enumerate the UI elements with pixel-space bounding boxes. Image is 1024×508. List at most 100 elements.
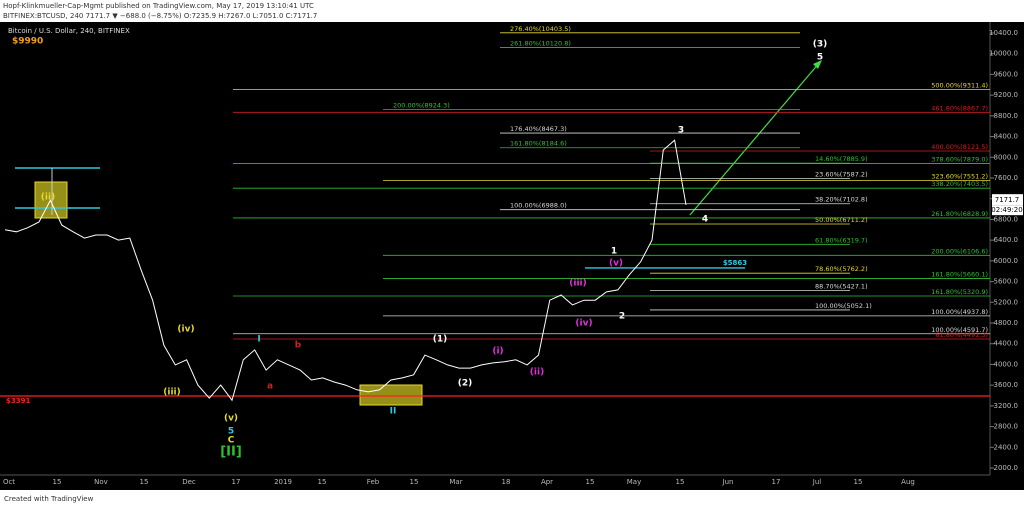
y-tick-label: 8800.0 xyxy=(994,112,1019,120)
y-tick-label: 3600.0 xyxy=(994,381,1019,389)
y-tick-label: 9200.0 xyxy=(994,91,1019,99)
chart-title: Bitcoin / U.S. Dollar, 240, BITFINEX xyxy=(8,27,130,35)
x-tick-label: 15 xyxy=(676,478,685,486)
x-tick-label: Jul xyxy=(812,478,822,486)
y-tick-label: 8400.0 xyxy=(994,133,1019,141)
wave-label: 5 xyxy=(228,427,234,437)
y-tick-label: 5200.0 xyxy=(994,298,1019,306)
wave-label: (i) xyxy=(492,347,503,357)
y-tick-label: 2000.0 xyxy=(994,464,1019,472)
y-tick-label: 6000.0 xyxy=(994,257,1019,265)
x-tick-label: Nov xyxy=(94,478,108,486)
wave-box xyxy=(359,384,423,406)
wave-label: I xyxy=(257,335,260,345)
x-tick-label: Dec xyxy=(182,478,196,486)
chart-area xyxy=(0,22,1024,490)
wave-label: (1) xyxy=(433,335,448,345)
footer: Created with TradingView xyxy=(4,495,94,503)
fib-label: 338.20%(7403.5) xyxy=(931,180,988,188)
wave-box xyxy=(34,181,68,219)
fib-label: 100.00%(4937.8) xyxy=(931,308,988,316)
wave-label: C xyxy=(228,436,235,446)
wave-label: II xyxy=(390,407,397,417)
fib-label: 78.60%(5762.2) xyxy=(815,265,868,273)
y-tick-label: 3200.0 xyxy=(994,402,1019,410)
x-tick-label: 2019 xyxy=(274,478,292,486)
wave-label: (2) xyxy=(458,379,473,389)
x-tick-label: Jun xyxy=(722,478,734,486)
wave-label: a xyxy=(267,382,273,392)
fib-label: 23.60%(7587.2) xyxy=(815,171,868,179)
x-tick-label: 15 xyxy=(410,478,419,486)
x-tick-label: 15 xyxy=(318,478,327,486)
wave-label: 4 xyxy=(702,215,708,225)
quote: BITFINEX:BTCUSD, 240 7171.7 ▼ −688.0 (−8… xyxy=(3,12,317,20)
x-tick-label: Mar xyxy=(449,478,462,486)
last-price: 7171.7 xyxy=(995,196,1020,204)
footer-bar xyxy=(0,490,1024,508)
fib-label: 261.80%(10120.8) xyxy=(510,39,571,47)
wave-label: (iv) xyxy=(575,319,592,329)
wave-label: 2 xyxy=(619,312,625,322)
y-tick-label: 2800.0 xyxy=(994,423,1019,431)
countdown: 02:49:20 xyxy=(991,206,1022,214)
fib-label: 200.00%(6106.6) xyxy=(931,247,988,255)
x-tick-label: May xyxy=(627,478,641,486)
x-tick-label: Aug xyxy=(901,478,915,486)
wave-label: (iii) xyxy=(163,388,180,398)
header-bar xyxy=(0,0,1024,22)
fib-label: 461.80%(8867.7) xyxy=(931,104,988,112)
wave-label: (v) xyxy=(609,259,623,269)
fib-label: 100.00%(6988.0) xyxy=(510,202,567,210)
fib-label: 50.00%(6711.2) xyxy=(815,216,868,224)
y-tick-label: 4800.0 xyxy=(994,319,1019,327)
y-tick-label: 10000.0 xyxy=(989,50,1018,58)
x-tick-label: 18 xyxy=(502,478,511,486)
level-label: $5863 xyxy=(723,259,747,267)
x-tick-label: Feb xyxy=(367,478,380,486)
fib-label: 161.80%(5660.1) xyxy=(931,270,988,278)
countdown-tag xyxy=(992,205,1023,216)
y-tick-label: 7600.0 xyxy=(994,174,1019,182)
x-tick-label: Oct xyxy=(3,478,15,486)
wave-label: (iv) xyxy=(177,325,194,335)
fib-label: 88.70%(5427.1) xyxy=(815,283,868,291)
wave-label: (ii) xyxy=(530,368,544,378)
wave-label: b xyxy=(295,341,302,351)
fib-label: 61.80%(6319.7) xyxy=(815,236,868,244)
last-price-tag xyxy=(992,194,1023,206)
y-tick-label: 6800.0 xyxy=(994,215,1019,223)
y-tick-label: 4000.0 xyxy=(994,360,1019,368)
fib-label: 161.80%(5320.9) xyxy=(931,288,988,296)
fib-label: 100.00%(5052.1) xyxy=(815,302,872,310)
y-tick-label: 10400.0 xyxy=(989,29,1018,37)
fib-label: 176.40%(8467.3) xyxy=(510,125,567,133)
wave-label: 1 xyxy=(611,247,617,257)
x-tick-label: 15 xyxy=(586,478,595,486)
publisher: Hopf-Klinkmueller-Cap-Mgmt published on … xyxy=(3,2,314,10)
projection-arrow xyxy=(689,61,821,216)
x-tick-label: 15 xyxy=(53,478,62,486)
fib-label: 323.60%(7551.2) xyxy=(931,173,988,181)
y-tick-label: 8000.0 xyxy=(994,153,1019,161)
y-tick-label: 6400.0 xyxy=(994,236,1019,244)
fib-label: 14.60%(7885.9) xyxy=(815,155,868,163)
fib-label: 276.40%(10403.5) xyxy=(510,25,571,33)
y-tick-label: 4400.0 xyxy=(994,340,1019,348)
y-tick-label: 2400.0 xyxy=(994,443,1019,451)
fib-label: 61.80%(4491.3) xyxy=(935,331,988,339)
y-tick-label: 9600.0 xyxy=(994,70,1019,78)
chart-subtitle: $9990 xyxy=(12,37,43,47)
level-label: $3391 xyxy=(6,397,30,405)
fib-label: 100.00%(4591.7) xyxy=(931,326,988,334)
wave-label: (ii) xyxy=(41,193,55,203)
arrow-head xyxy=(813,60,822,69)
wave-label: 5 xyxy=(817,53,823,63)
fib-label: 378.60%(7879.0) xyxy=(931,156,988,164)
x-tick-label: 15 xyxy=(140,478,149,486)
x-tick-label: 17 xyxy=(232,478,241,486)
fib-label: 500.00%(9311.4) xyxy=(931,81,988,89)
y-tick-label: 5600.0 xyxy=(994,278,1019,286)
x-tick-label: 17 xyxy=(772,478,781,486)
x-tick-label: Apr xyxy=(541,478,553,486)
